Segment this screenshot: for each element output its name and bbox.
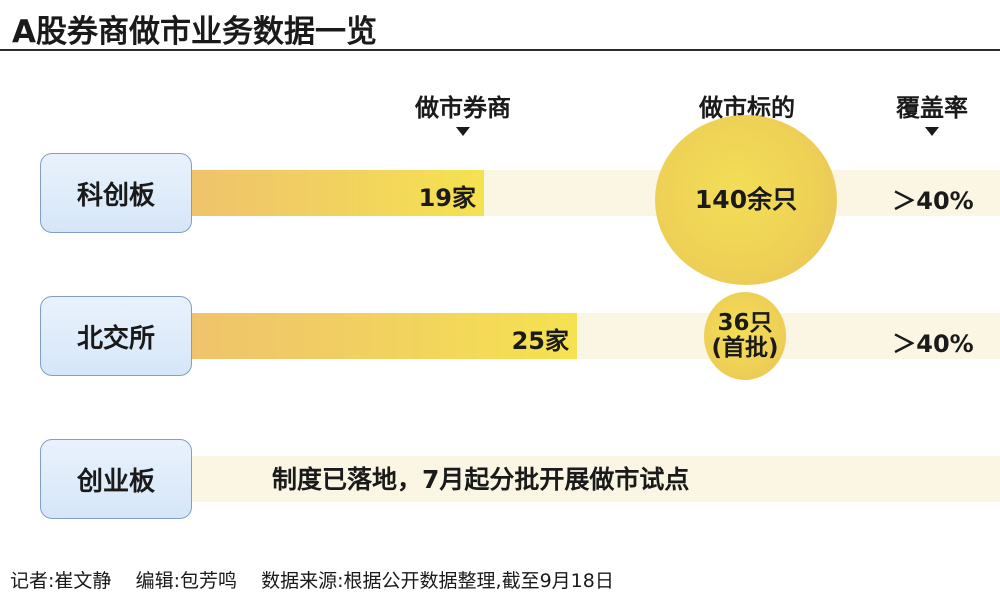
row-track-chinext	[190, 456, 1000, 502]
footer-editor: 编辑:包芳鸣	[135, 570, 237, 592]
board-label-bse: 北交所	[40, 296, 192, 376]
column-arrow-coverage	[925, 127, 939, 136]
footer-source: 数据来源:根据公开数据整理,截至9月18日	[261, 570, 614, 592]
broker-bar-star-market	[190, 170, 484, 216]
broker-value-star-market: 19家	[418, 184, 476, 212]
column-header-coverage: 覆盖率	[896, 94, 968, 122]
chinext-note: 制度已落地，7月起分批开展做市试点	[272, 465, 690, 494]
footer-credits: 记者:崔文静 编辑:包芳鸣 数据来源:根据公开数据整理,截至9月18日	[10, 566, 614, 593]
coverage-value-bse: ＞40%	[892, 330, 974, 358]
target-value-bse: 36只	[717, 309, 773, 336]
target-bubble-bse: 36只 (首批)	[704, 292, 786, 380]
target-note-bse: (首批)	[711, 335, 779, 361]
coverage-value-star-market: ＞40%	[892, 187, 974, 215]
title-divider	[0, 49, 1000, 51]
column-header-brokers: 做市券商	[415, 94, 511, 122]
column-arrow-brokers	[456, 127, 470, 136]
target-bubble-star-market: 140余只	[655, 115, 837, 285]
footer-reporter: 记者:崔文静	[10, 570, 112, 592]
broker-value-bse: 25家	[511, 327, 569, 355]
chart-title: A股券商做市业务数据一览	[12, 14, 377, 50]
target-value-star-market: 140余只	[694, 185, 798, 215]
broker-bar-bse	[190, 313, 577, 359]
board-label-chinext: 创业板	[40, 439, 192, 519]
board-label-star-market: 科创板	[40, 153, 192, 233]
